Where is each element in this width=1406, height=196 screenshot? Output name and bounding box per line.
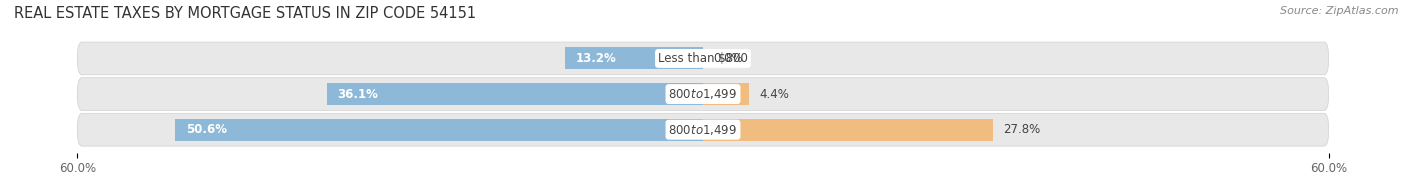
Bar [703,119,993,141]
Text: 27.8%: 27.8% [1004,123,1040,136]
Bar [565,47,703,70]
Text: Source: ZipAtlas.com: Source: ZipAtlas.com [1281,6,1399,16]
Text: Less than $800: Less than $800 [658,52,748,65]
Text: $800 to $1,499: $800 to $1,499 [668,87,738,101]
Bar [326,83,703,105]
Text: 36.1%: 36.1% [337,88,378,101]
FancyBboxPatch shape [77,78,1329,111]
Text: REAL ESTATE TAXES BY MORTGAGE STATUS IN ZIP CODE 54151: REAL ESTATE TAXES BY MORTGAGE STATUS IN … [14,6,477,21]
Text: $800 to $1,499: $800 to $1,499 [668,123,738,137]
Bar [703,83,749,105]
Text: 50.6%: 50.6% [186,123,226,136]
FancyBboxPatch shape [77,113,1329,146]
Text: 4.4%: 4.4% [759,88,789,101]
Bar [176,119,703,141]
Text: 13.2%: 13.2% [576,52,616,65]
FancyBboxPatch shape [77,42,1329,75]
Text: 0.0%: 0.0% [713,52,742,65]
